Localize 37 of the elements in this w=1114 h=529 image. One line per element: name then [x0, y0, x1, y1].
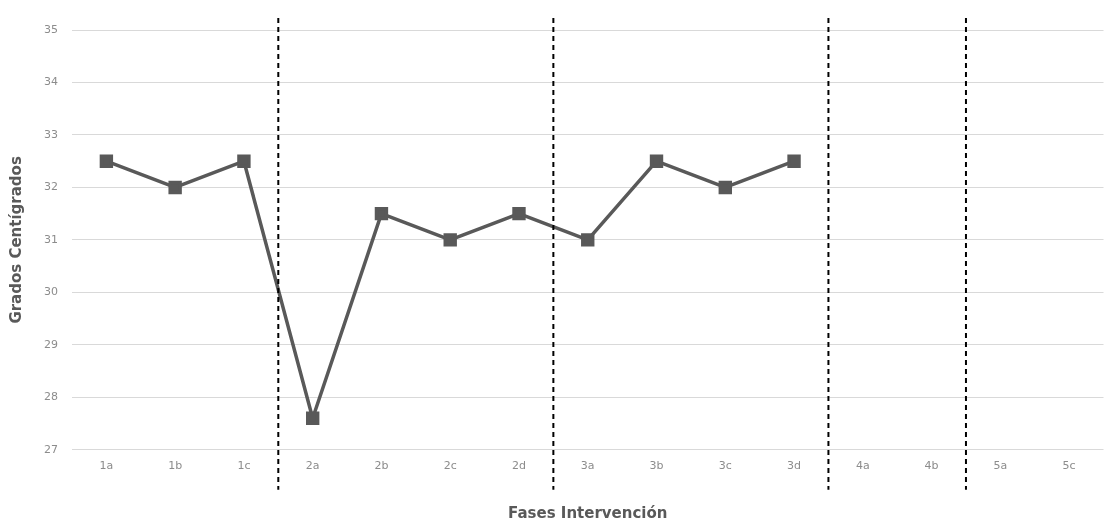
x-tick-label: 3d — [787, 459, 802, 473]
x-tick-label: 4b — [924, 459, 939, 473]
point — [581, 233, 595, 247]
y-tick-label: 29 — [44, 337, 58, 351]
point — [237, 154, 251, 168]
x-tick-label: 5a — [993, 459, 1008, 473]
point — [787, 154, 801, 168]
x-tick-label: 4a — [855, 459, 870, 473]
y-axis-title: Grados Centígrados — [6, 156, 25, 324]
x-tick-label: 3a — [580, 459, 595, 473]
x-tick-label: 3b — [649, 459, 664, 473]
x-tick-label: 2b — [374, 459, 389, 473]
x-tick-label: 1a — [99, 459, 114, 473]
x-tick-label: 1b — [168, 459, 183, 473]
point — [99, 154, 114, 168]
x-tick-label: 5c — [1062, 459, 1076, 473]
y-tick-label: 34 — [44, 75, 58, 89]
point — [443, 233, 457, 247]
point — [718, 180, 732, 195]
y-tick-label: 30 — [44, 285, 58, 299]
x-tick-label: 2c — [443, 459, 457, 473]
y-tick-label: 32 — [44, 180, 58, 194]
x-axis-title: Fases Intervención — [508, 503, 668, 522]
point — [512, 206, 526, 221]
x-tick-label: 1c — [237, 459, 251, 473]
point — [649, 154, 664, 168]
point — [305, 411, 320, 426]
y-tick-label: 35 — [44, 22, 58, 36]
x-tick-label: 2a — [305, 459, 320, 473]
y-tick-label: 31 — [44, 232, 58, 246]
x-tick-label: 2d — [511, 459, 526, 473]
point — [374, 206, 389, 221]
y-tick-label: 28 — [44, 390, 58, 404]
point — [168, 180, 182, 195]
y-tick-label: 33 — [44, 127, 58, 141]
y-tick-label: 27 — [44, 442, 58, 456]
x-tick-label: 3c — [718, 459, 732, 473]
